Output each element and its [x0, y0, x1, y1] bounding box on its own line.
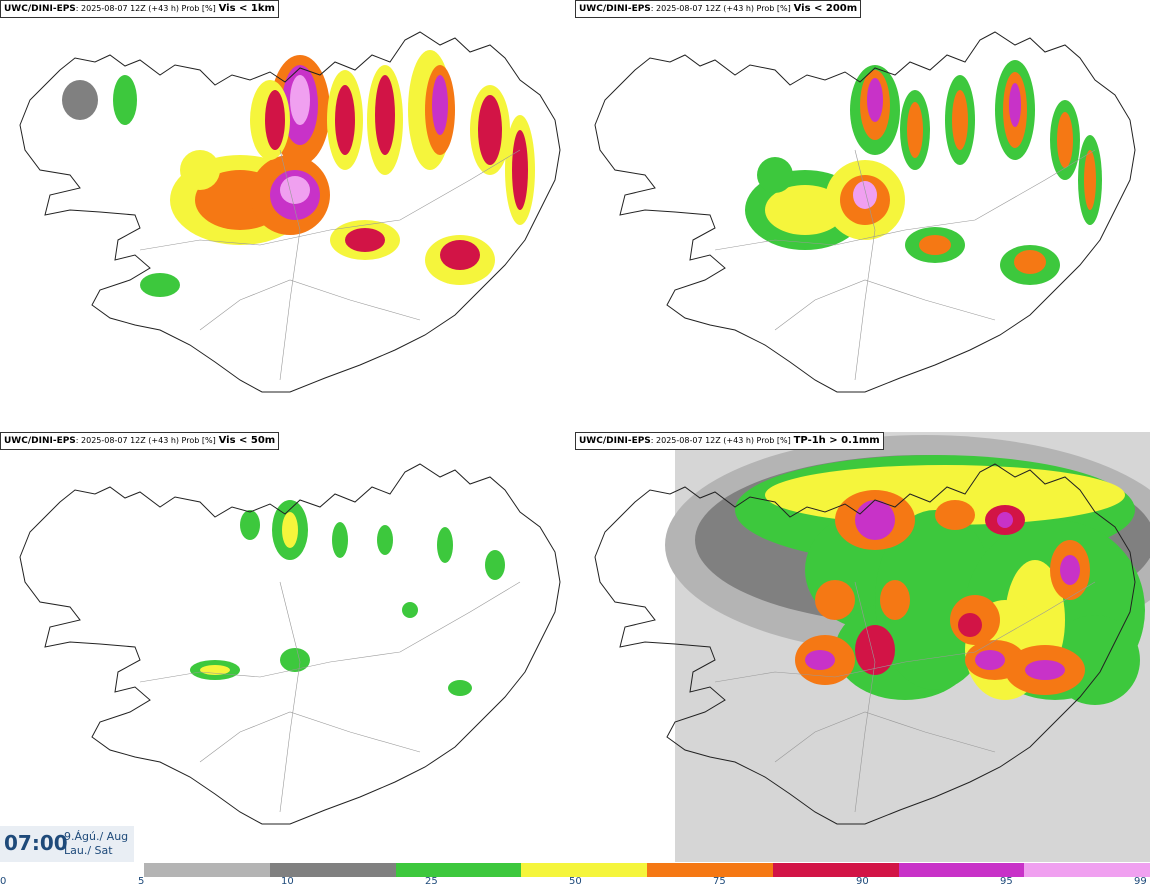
colorbar-tick-label: 75 [713, 876, 726, 887]
colorbar-tick-label: 90 [856, 876, 869, 887]
colorbar-segment [647, 863, 773, 877]
probability-area [375, 75, 395, 155]
road-line [714, 149, 1096, 251]
colorbar-segment [772, 863, 899, 877]
probability-area [1014, 250, 1046, 274]
panel-vis-1km: UWC/DINI-EPS: 2025-08-07 12Z (+43 h) Pro… [0, 0, 575, 430]
probability-area [853, 181, 877, 209]
probability-area [478, 95, 502, 165]
valid-date-line2: Lau./ Sat [64, 844, 113, 857]
road-line [854, 149, 876, 381]
probability-area [437, 527, 453, 563]
probability-area [113, 75, 137, 125]
probability-area [907, 102, 923, 158]
probability-area [958, 613, 982, 637]
road-line [714, 581, 1096, 683]
map-vis-50m [19, 463, 561, 825]
probability-area [140, 273, 180, 297]
road-line [139, 149, 521, 251]
probability-area [290, 75, 310, 125]
probability-area [757, 157, 793, 193]
probability-area [180, 150, 220, 190]
probability-area [512, 130, 528, 210]
probability-area [815, 580, 855, 620]
probability-area [485, 550, 505, 580]
road-line [199, 711, 421, 763]
colorbar-segment [269, 863, 396, 877]
colorbar-tick-label: 10 [281, 876, 294, 887]
probability-area [1009, 83, 1021, 127]
road-line [774, 711, 996, 763]
probability-area [875, 510, 995, 690]
road-line [139, 581, 521, 683]
road-line [279, 581, 301, 813]
colorbar-tick-label: 5 [138, 876, 145, 887]
valid-time: 07:00 [4, 831, 68, 855]
probability-area [867, 78, 883, 122]
probability-area [402, 602, 418, 618]
probability-area [280, 648, 310, 672]
probability-area [855, 625, 895, 675]
probability-area [377, 525, 393, 555]
colorbar-tick-label: 99 [1134, 876, 1147, 887]
probability-area [1025, 660, 1065, 680]
probability-area [332, 522, 348, 558]
colorbar-tick-label: 0 [0, 876, 7, 887]
map-precip [594, 432, 1150, 862]
probability-area [1057, 112, 1073, 168]
probability-area [345, 228, 385, 252]
probability-area [282, 512, 298, 548]
colorbar-segment [395, 863, 522, 877]
probability-area [1084, 150, 1096, 210]
probability-area [975, 650, 1005, 670]
valid-date-line1: 9.Ágú./ Aug [64, 830, 129, 843]
panel-vis-50m: UWC/DINI-EPS: 2025-08-07 12Z (+43 h) Pro… [0, 432, 575, 862]
road-line [854, 581, 876, 813]
coastline [19, 463, 561, 825]
panel-title: UWC/DINI-EPS: 2025-08-07 12Z (+43 h) Pro… [0, 432, 280, 450]
map-vis-1km [19, 31, 561, 393]
panel-title: UWC/DINI-EPS: 2025-08-07 12Z (+43 h) Pro… [0, 0, 279, 18]
probability-area [765, 185, 845, 235]
probability-area [432, 75, 448, 135]
probability-area [240, 510, 260, 540]
panel-precip: UWC/DINI-EPS: 2025-08-07 12Z (+43 h) Pro… [575, 432, 1150, 862]
probability-area [855, 500, 895, 540]
probability-area [997, 512, 1013, 528]
panel-vis-200m: UWC/DINI-EPS: 2025-08-07 12Z (+43 h) Pro… [575, 0, 1150, 430]
colorbar-segment [898, 863, 1025, 877]
panel-title: UWC/DINI-EPS: 2025-08-07 12Z (+43 h) Pro… [575, 0, 862, 18]
road-line [774, 279, 996, 331]
probability-area [805, 650, 835, 670]
valid-date: 9.Ágú./ Aug Lau./ Sat [64, 830, 128, 858]
valid-time-box: 07:00 9.Ágú./ Aug Lau./ Sat [0, 826, 134, 862]
probability-area [952, 90, 968, 150]
probability-area [935, 500, 975, 530]
colorbar-segment [144, 863, 270, 877]
probability-area [1060, 555, 1080, 585]
colorbar-tick-label: 25 [425, 876, 438, 887]
probability-area [440, 240, 480, 270]
coastline [594, 31, 1136, 393]
road-line [199, 279, 421, 331]
colorbar-tick-label: 95 [1000, 876, 1013, 887]
probability-colorbar [144, 863, 1150, 877]
probability-area [280, 176, 310, 204]
probability-area [62, 80, 98, 120]
colorbar-tick-label: 50 [569, 876, 582, 887]
probability-area [880, 580, 910, 620]
colorbar-segment [521, 863, 647, 877]
panel-title: UWC/DINI-EPS: 2025-08-07 12Z (+43 h) Pro… [575, 432, 884, 450]
colorbar-segment [1024, 863, 1150, 877]
probability-area [448, 680, 472, 696]
probability-area [265, 90, 285, 150]
road-line [279, 149, 301, 381]
probability-area [335, 85, 355, 155]
coastline [19, 31, 561, 393]
coastline [594, 463, 1136, 825]
probability-area [919, 235, 951, 255]
map-vis-200m [594, 31, 1136, 393]
